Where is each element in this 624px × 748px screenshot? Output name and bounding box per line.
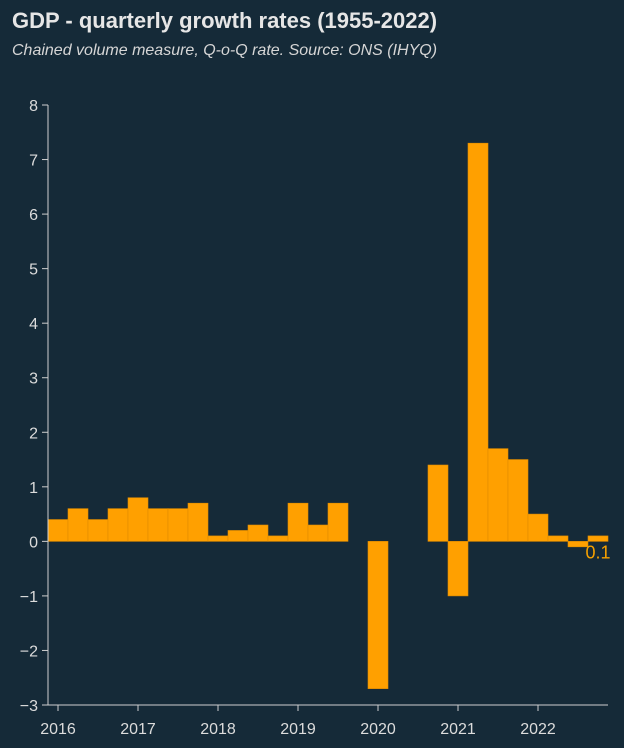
x-tick-label: 2020 bbox=[360, 721, 396, 738]
bar-2018-q2 bbox=[227, 530, 249, 542]
y-tick-label: 5 bbox=[29, 262, 38, 279]
bars-group bbox=[47, 142, 609, 689]
bar-2017-q4 bbox=[187, 502, 209, 542]
y-axis: −3 −2 −1 0 1 2 3 4 5 6 7 8 bbox=[20, 98, 49, 715]
y-tick-label: 3 bbox=[29, 371, 38, 388]
y-tick-label: 2 bbox=[29, 425, 38, 442]
y-tick-label: 7 bbox=[29, 153, 38, 170]
x-tick-label: 2016 bbox=[40, 721, 76, 738]
y-tick-label: 0 bbox=[29, 534, 38, 551]
chart-subtitle: Chained volume measure, Q-o-Q rate. Sour… bbox=[12, 42, 438, 59]
x-tick-label: 2018 bbox=[200, 721, 236, 738]
x-axis: 2016 2017 2018 2019 2020 2021 2022 bbox=[40, 704, 608, 738]
y-tick-label: −2 bbox=[20, 643, 38, 660]
bar-2020-q1 bbox=[367, 541, 389, 689]
bar-2021-q1 bbox=[447, 541, 469, 597]
bar-2019-q1 bbox=[287, 502, 309, 542]
bar-2016-q3 bbox=[87, 519, 109, 542]
bar-2017-q1 bbox=[127, 497, 149, 542]
y-tick-label: 1 bbox=[29, 480, 38, 497]
bar-2018-q3 bbox=[247, 524, 269, 542]
bar-2019-q2 bbox=[307, 524, 329, 542]
bar-2021-q3 bbox=[487, 448, 509, 542]
bar-2022-q2 bbox=[547, 535, 569, 542]
bar-2016-q2 bbox=[67, 508, 89, 542]
y-tick-label: 6 bbox=[29, 207, 38, 224]
bar-2022-q1 bbox=[527, 513, 549, 542]
bar-2018-q1 bbox=[207, 535, 229, 542]
data-label: 0.1 bbox=[585, 542, 610, 562]
y-tick-label: 4 bbox=[29, 316, 38, 333]
bar-2022-q4 bbox=[587, 535, 609, 542]
bar-2018-q4 bbox=[267, 535, 289, 542]
x-tick-label: 2021 bbox=[440, 721, 476, 738]
y-tick-label: −1 bbox=[20, 589, 38, 606]
bar-2022-q3 bbox=[567, 541, 589, 548]
bar-2019-q3 bbox=[327, 502, 349, 542]
annotations-group: 0.1 bbox=[585, 542, 610, 562]
x-tick-label: 2022 bbox=[520, 721, 556, 738]
y-tick-label: 8 bbox=[29, 98, 38, 115]
bar-2020-q4 bbox=[427, 464, 449, 542]
bar-2017-q3 bbox=[167, 508, 189, 542]
bar-2016-q1 bbox=[47, 519, 69, 542]
bar-2021-q2 bbox=[467, 142, 489, 542]
x-tick-label: 2019 bbox=[280, 721, 316, 738]
y-tick-label: −3 bbox=[20, 698, 38, 715]
bar-2016-q4 bbox=[107, 508, 129, 542]
chart-title: GDP - quarterly growth rates (1955-2022) bbox=[12, 8, 438, 33]
x-tick-label: 2017 bbox=[120, 721, 156, 738]
bar-2021-q4 bbox=[507, 459, 529, 542]
bar-2017-q2 bbox=[147, 508, 169, 542]
